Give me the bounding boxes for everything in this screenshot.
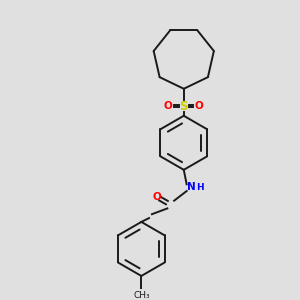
Text: H: H (196, 183, 204, 192)
Text: O: O (164, 101, 173, 111)
Text: O: O (195, 101, 204, 111)
Text: S: S (179, 100, 188, 112)
Text: N: N (187, 182, 196, 192)
Text: O: O (152, 192, 161, 202)
Text: CH₃: CH₃ (133, 291, 150, 300)
